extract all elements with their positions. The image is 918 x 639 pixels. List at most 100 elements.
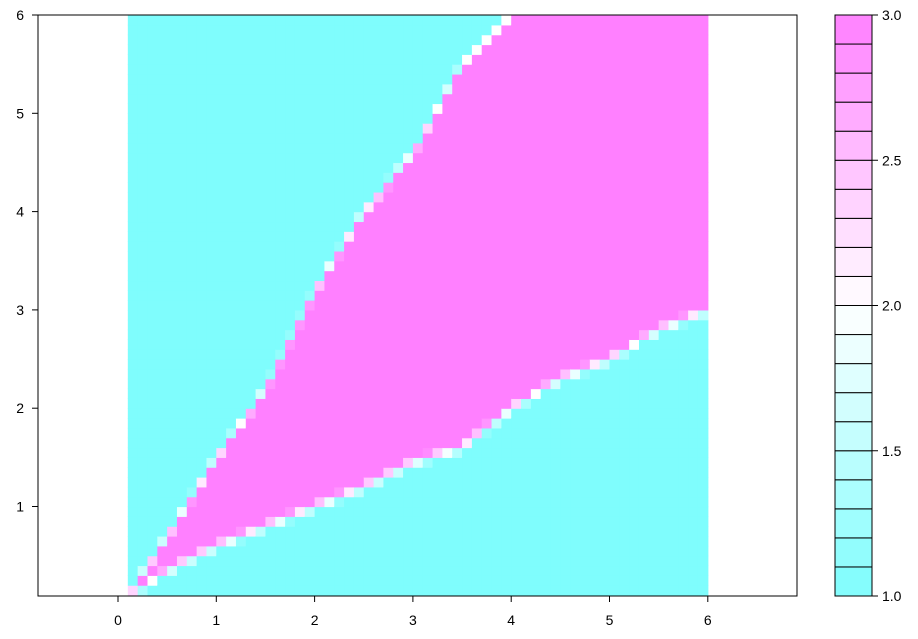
heatmap-cell [226,103,237,114]
heatmap-cell [403,182,414,193]
heatmap-cell [245,309,257,321]
heatmap-cell [403,477,414,488]
heatmap-cell [491,93,502,105]
heatmap-cell [638,34,650,46]
heatmap-cell [363,535,375,547]
heatmap-cell [580,398,591,409]
heatmap-cell [638,142,650,154]
heatmap-cell [580,329,591,340]
heatmap-cell [245,398,257,409]
heatmap-cell [530,319,542,331]
heatmap-cell [432,378,443,390]
heatmap-cell [334,535,345,547]
heatmap-cell [491,319,502,331]
heatmap-cell [255,191,267,203]
heatmap-cell [422,339,434,350]
heatmap-cell [373,477,385,488]
heatmap-cell [353,44,365,55]
heatmap-cell [501,447,512,458]
heatmap-cell [540,54,552,65]
heatmap-cell [216,73,227,85]
heatmap-cell [373,54,385,65]
heatmap-cell [344,388,355,399]
heatmap-cell [609,408,620,419]
heatmap-cell [688,575,699,586]
heatmap-cell [275,191,286,203]
heatmap-cell [688,73,699,85]
heatmap-cell [619,241,630,252]
heatmap-cell [334,418,345,429]
heatmap-cell [393,535,404,547]
heatmap-cell [294,447,306,458]
heatmap-cell [206,290,217,301]
heatmap-cell [678,221,689,232]
heatmap-cell [697,123,709,134]
heatmap-cell [186,575,198,586]
heatmap-cell [589,516,601,527]
heatmap-cell [511,123,522,134]
heatmap-cell [570,280,581,291]
heatmap-cell [501,516,512,527]
heatmap-cell [147,457,158,468]
heatmap-cell [196,231,208,242]
heatmap-cell [314,535,326,547]
heatmap-cell [511,132,522,144]
heatmap-cell [491,359,502,370]
heatmap-cell [373,378,385,390]
heatmap-cell [196,437,208,449]
heatmap-cell [334,477,345,488]
heatmap-cell [452,555,463,567]
heatmap-cell [235,506,247,517]
heatmap-cell [196,535,208,547]
heatmap-cell [314,309,326,321]
heatmap-cell [570,54,581,65]
heatmap-cell [678,329,689,340]
heatmap-cell [186,447,198,458]
heatmap-cell [491,388,502,399]
heatmap-cell [452,545,463,557]
heatmap-cell [599,15,611,26]
heatmap-cell [235,280,247,291]
heatmap-cell [403,73,414,85]
heatmap-cell [452,496,463,508]
heatmap-cell [137,565,149,576]
heatmap-cell [501,585,512,596]
heatmap-cell [383,44,394,55]
heatmap-cell [285,64,296,75]
heatmap-cell [176,319,188,331]
heatmap-cell [471,398,483,409]
heatmap-cell [285,73,296,85]
heatmap-cell [393,329,404,340]
heatmap-cell [216,585,227,596]
heatmap-cell [314,486,326,498]
heatmap-cell [314,280,326,291]
heatmap-cell [314,575,326,586]
heatmap-cell [530,437,542,449]
heatmap-cell [521,398,532,409]
heatmap-cell [521,231,532,242]
heatmap-cell [521,378,532,390]
heatmap-cell [688,447,699,458]
heatmap-cell [530,182,542,193]
heatmap-cell [285,231,296,242]
heatmap-cell [491,477,502,488]
heatmap-cell [638,477,650,488]
heatmap-cell [599,496,611,508]
heatmap-cell [422,132,434,144]
heatmap-cell [599,368,611,380]
heatmap-cell [383,132,394,144]
heatmap-cell [678,467,689,478]
heatmap-cell [678,555,689,567]
heatmap-cell [255,496,267,508]
heatmap-cell [393,486,404,498]
heatmap-cell [471,359,483,370]
heatmap-cell [452,191,463,203]
heatmap-cell [383,437,394,449]
heatmap-cell [294,103,306,114]
heatmap-cell [235,408,247,419]
heatmap-cell [422,427,434,439]
heatmap-cell [137,211,149,223]
heatmap-cell [511,142,522,154]
heatmap-cell [570,329,581,340]
heatmap-cell [688,349,699,360]
